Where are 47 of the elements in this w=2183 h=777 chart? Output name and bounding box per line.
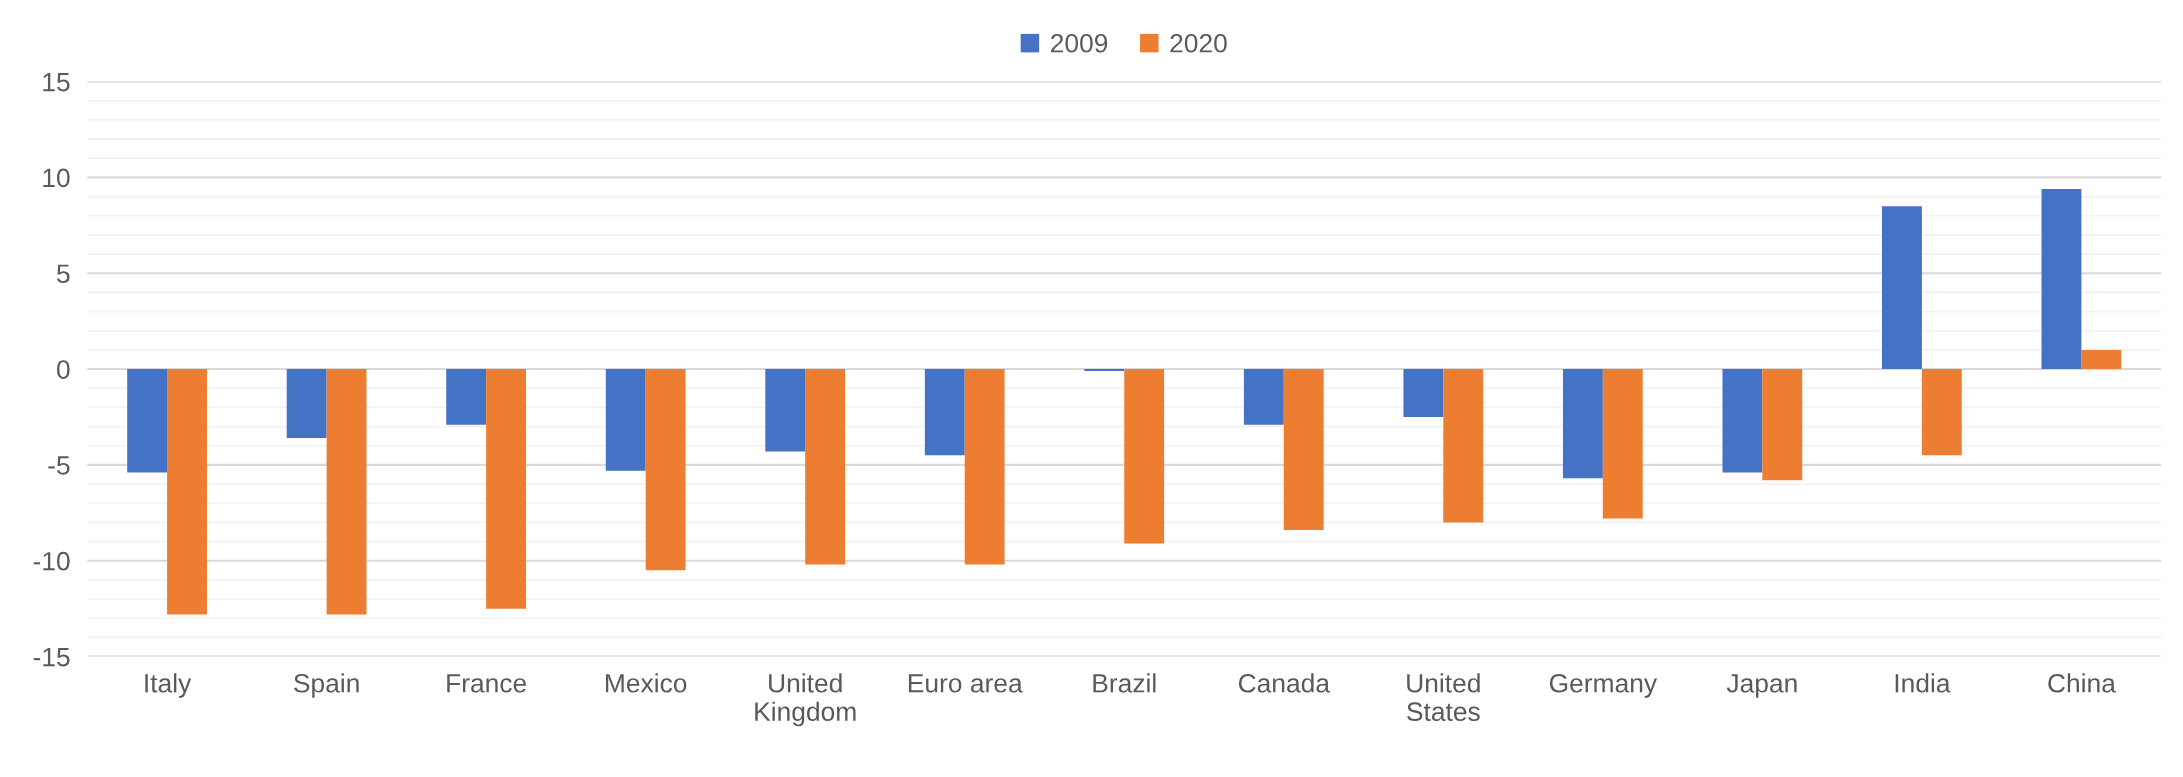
bar bbox=[1283, 369, 1324, 531]
bar bbox=[1403, 369, 1444, 417]
y-tick-label: -5 bbox=[48, 456, 70, 475]
x-tick-label: India bbox=[1895, 673, 1951, 693]
x-tick-label: Canada bbox=[1238, 673, 1330, 693]
bar bbox=[1921, 369, 1962, 456]
bar bbox=[964, 369, 1005, 565]
x-tick-label: Brazil bbox=[1093, 673, 1156, 693]
bar bbox=[1124, 369, 1165, 544]
x-tick-label: Japan bbox=[1726, 674, 1797, 698]
legend-label: 2009 bbox=[1051, 33, 1108, 53]
bar bbox=[326, 369, 367, 615]
bar bbox=[1443, 369, 1484, 523]
x-tick-label: United States bbox=[1407, 673, 1480, 722]
bar bbox=[1562, 369, 1603, 479]
bar bbox=[1722, 369, 1763, 473]
bar bbox=[805, 369, 846, 565]
x-tick-label: Italy bbox=[145, 673, 192, 698]
x-tick-label: United Kingdom bbox=[755, 673, 856, 727]
bar bbox=[1243, 369, 1284, 425]
x-tick-label: Germany bbox=[1549, 673, 1658, 698]
x-tick-label: Spain bbox=[294, 673, 359, 698]
bar bbox=[486, 369, 527, 609]
y-tick-label: 0 bbox=[57, 360, 70, 379]
bar bbox=[167, 369, 207, 615]
bar bbox=[645, 369, 686, 571]
legend-label: 2020 bbox=[1170, 33, 1227, 53]
y-tick-label: 15 bbox=[43, 72, 70, 92]
bar bbox=[2041, 188, 2082, 370]
x-tick-label: Euro area bbox=[908, 674, 1023, 693]
y-tick-label: 5 bbox=[57, 264, 70, 284]
x-tick-label: France bbox=[447, 674, 527, 693]
bar bbox=[1602, 369, 1643, 519]
bar bbox=[605, 369, 646, 471]
bar bbox=[2081, 349, 2122, 370]
x-tick-label: China bbox=[2048, 673, 2116, 693]
bar bbox=[924, 369, 965, 456]
bar bbox=[446, 369, 487, 425]
y-tick-label: 10 bbox=[43, 168, 70, 188]
x-tick-label: Mexico bbox=[606, 673, 687, 693]
bar bbox=[1762, 369, 1803, 481]
bar bbox=[127, 369, 168, 473]
bar bbox=[1882, 206, 1922, 370]
bar bbox=[765, 369, 806, 452]
y-tick-label: -15 bbox=[33, 647, 70, 667]
bar bbox=[286, 369, 327, 439]
y-tick-label: -10 bbox=[33, 551, 70, 571]
